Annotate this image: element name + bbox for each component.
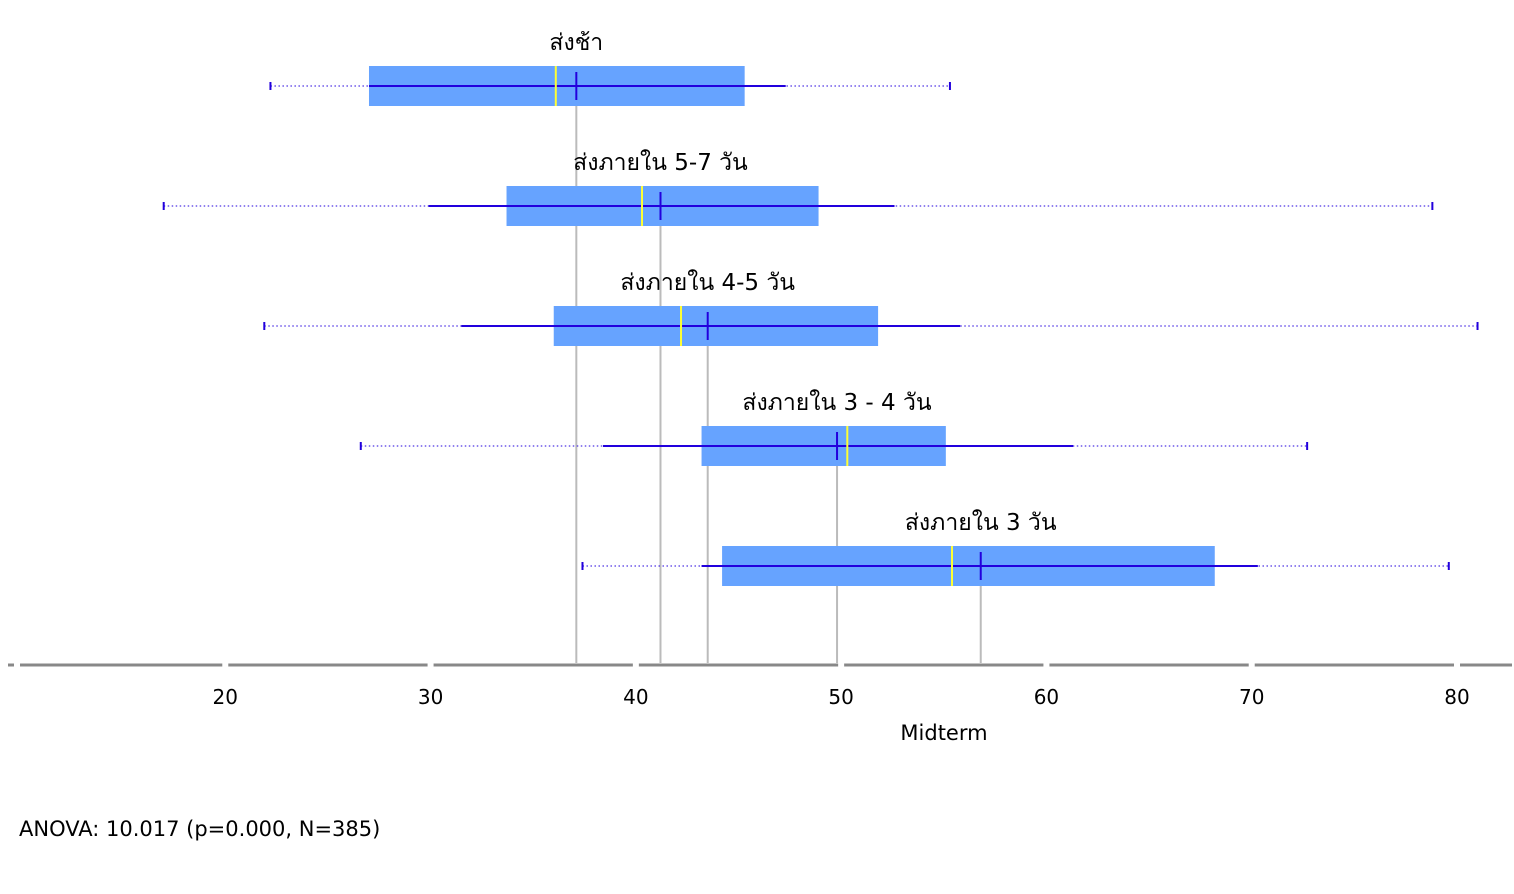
box-group: ส่งช้า <box>269 30 951 106</box>
group-label: ส่งภายใน 5-7 วัน <box>573 149 748 176</box>
x-tick-label: 80 <box>1444 685 1469 709</box>
group-label: ส่งช้า <box>549 30 603 56</box>
group-label: ส่งภายใน 3 - 4 วัน <box>742 389 931 416</box>
box-group: ส่งภายใน 3 - 4 วัน <box>359 389 1309 466</box>
x-tick-label: 20 <box>213 685 238 709</box>
box-group: ส่งภายใน 3 วัน <box>581 509 1450 586</box>
x-axis-title: Midterm <box>900 721 987 745</box>
x-tick-label: 40 <box>623 685 648 709</box>
x-tick-label: 30 <box>418 685 443 709</box>
box-group: ส่งภายใน 5-7 วัน <box>162 149 1434 226</box>
group-label: ส่งภายใน 4-5 วัน <box>620 269 795 296</box>
box-group: ส่งภายใน 4-5 วัน <box>263 269 1479 346</box>
x-tick-label: 60 <box>1034 685 1059 709</box>
box-groups: ส่งช้าส่งภายใน 5-7 วันส่งภายใน 4-5 วันส่… <box>162 30 1479 586</box>
group-label: ส่งภายใน 3 วัน <box>905 509 1057 536</box>
x-tick-label: 70 <box>1239 685 1264 709</box>
anova-stats-text: ANOVA: 10.017 (p=0.000, N=385) <box>19 817 381 841</box>
x-axis: 20 30 40 50 60 70 80 <box>8 663 1512 709</box>
x-tick-label: 50 <box>828 685 853 709</box>
